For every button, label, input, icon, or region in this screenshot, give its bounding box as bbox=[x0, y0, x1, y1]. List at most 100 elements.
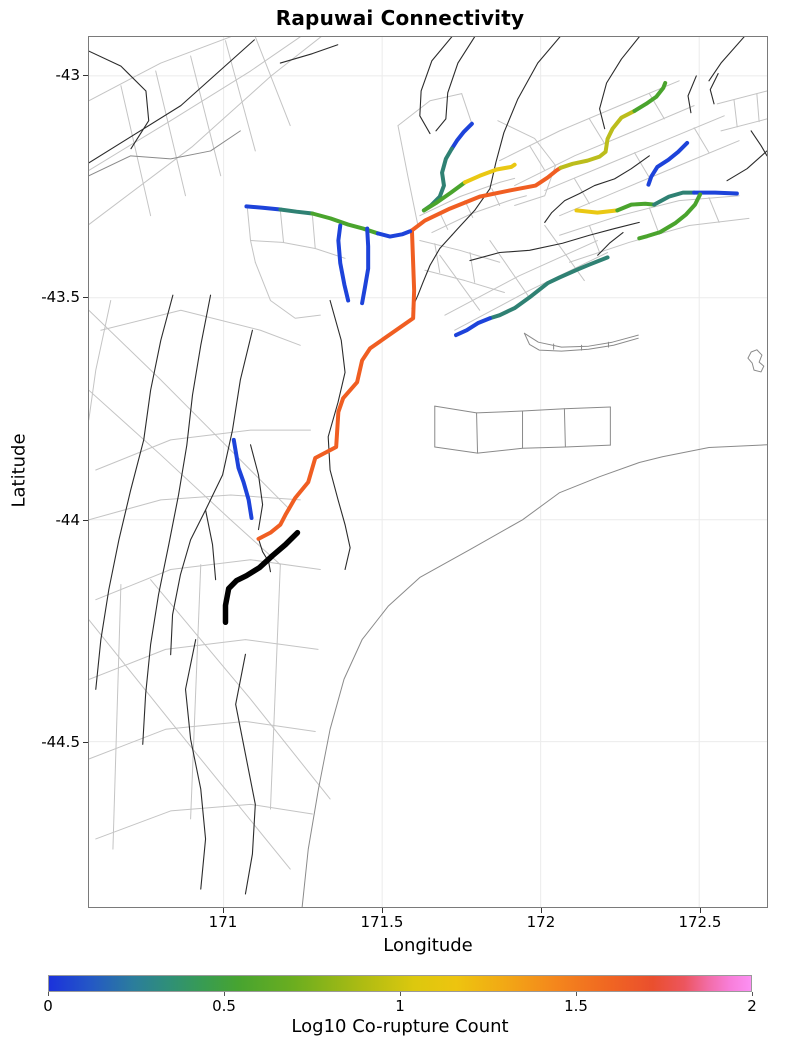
x-tickmark bbox=[222, 908, 224, 913]
basemap-fault-trace bbox=[648, 207, 660, 235]
basemap-fault-trace-dark bbox=[411, 234, 453, 310]
co-rupture-fault-blue-vertical-2 bbox=[360, 226, 371, 306]
x-tick-label: 172.5 bbox=[678, 913, 722, 931]
co-rupture-fault-yellow-right bbox=[574, 208, 620, 215]
x-tickmark bbox=[381, 908, 383, 913]
basemap-fault-trace bbox=[529, 145, 546, 171]
basemap-fault-trace bbox=[150, 579, 331, 800]
co-rupture-fault-olive-northeast bbox=[558, 108, 637, 170]
basemap-fault-trace-dark bbox=[279, 44, 339, 64]
coastline-or-fault-trace bbox=[476, 412, 479, 454]
basemap-fault-trace bbox=[89, 639, 319, 680]
basemap-fault-trace bbox=[588, 224, 601, 254]
coastline-or-fault-trace bbox=[563, 408, 566, 448]
co-rupture-fault-blue-west bbox=[244, 204, 283, 212]
basemap-fault-trace bbox=[95, 559, 321, 601]
colorbar-tickmark bbox=[576, 992, 577, 996]
basemap-fault-trace-dark bbox=[419, 37, 453, 135]
basemap-fault-trace bbox=[89, 389, 281, 566]
basemap-fault-trace bbox=[489, 240, 530, 299]
co-rupture-fault-blue-vertical-1 bbox=[336, 223, 351, 303]
basemap-fault-trace bbox=[89, 37, 301, 171]
x-tick-label: 172 bbox=[526, 913, 556, 931]
basemap-fault-trace bbox=[397, 125, 419, 226]
co-rupture-fault-blue-west-2 bbox=[375, 229, 413, 239]
colorbar-tickmark bbox=[400, 992, 401, 996]
coastline-or-fault-trace bbox=[89, 130, 241, 177]
basemap-fault-trace-dark bbox=[257, 538, 272, 573]
basemap-fault-trace bbox=[95, 429, 311, 471]
chart-title: Rapuwai Connectivity bbox=[275, 6, 525, 30]
basemap-fault-trace bbox=[89, 494, 301, 521]
co-rupture-fault-orange-diagonal bbox=[409, 165, 563, 233]
co-rupture-fault-orange-trunk bbox=[256, 228, 417, 541]
basemap-fault-trace bbox=[311, 213, 316, 250]
co-rupture-fault-teal-right bbox=[652, 190, 697, 207]
y-tick-label: -43 bbox=[55, 65, 81, 84]
y-tickmark bbox=[83, 297, 88, 299]
basemap-fault-trace-dark bbox=[750, 130, 767, 157]
basemap-fault-trace bbox=[112, 584, 122, 850]
basemap-fault-trace bbox=[254, 261, 321, 319]
basemap-fault-trace-dark bbox=[726, 150, 767, 182]
basemap-fault-trace bbox=[491, 188, 501, 207]
y-tickmark bbox=[83, 519, 88, 521]
basemap-fault-trace-dark bbox=[89, 39, 255, 164]
basemap-fault-trace bbox=[559, 195, 740, 236]
map-plot-area bbox=[88, 36, 768, 908]
basemap-fault-trace bbox=[461, 93, 473, 125]
co-rupture-fault-blue-top bbox=[449, 121, 474, 151]
co-rupture-fault-yellow-short bbox=[462, 162, 517, 185]
basemap-fault-trace bbox=[89, 299, 112, 421]
coastline-or-fault-trace bbox=[523, 332, 639, 348]
co-rupture-fault-green-short bbox=[421, 180, 467, 213]
basemap-fault-trace bbox=[89, 37, 232, 102]
basemap-fault-trace bbox=[89, 37, 322, 226]
basemap-fault-trace bbox=[254, 37, 291, 127]
basemap-fault-trace bbox=[708, 197, 720, 223]
basemap-fault-trace-dark bbox=[597, 232, 624, 256]
colorbar-tickmark bbox=[752, 992, 753, 996]
basemap-fault-trace bbox=[120, 85, 152, 217]
basemap-fault-trace bbox=[633, 152, 650, 179]
colorbar-label: Log10 Co-rupture Count bbox=[291, 1016, 509, 1037]
basemap-fault-trace bbox=[190, 564, 202, 820]
y-tickmark bbox=[83, 742, 88, 744]
x-axis-label: Longitude bbox=[383, 935, 473, 956]
basemap-fault-trace-dark bbox=[205, 509, 217, 581]
basemap-fault-trace-dark bbox=[95, 294, 174, 690]
basemap-fault-trace-dark bbox=[451, 37, 561, 236]
basemap-fault-trace-dark bbox=[469, 221, 640, 262]
co-rupture-fault-teal-southeast bbox=[487, 255, 610, 321]
colorbar-tick-label: 0 bbox=[43, 997, 53, 1015]
basemap-fault-trace-dark bbox=[249, 444, 264, 531]
co-rupture-fault-teal-west bbox=[278, 207, 315, 216]
basemap-fault-trace bbox=[424, 269, 505, 294]
basemap-fault-trace-dark bbox=[235, 653, 256, 895]
basemap-fault-trace-dark bbox=[327, 299, 351, 571]
co-rupture-fault-blue-s-curve bbox=[646, 140, 690, 187]
basemap-fault-trace bbox=[431, 195, 527, 234]
co-rupture-fault-blue-right bbox=[692, 190, 739, 196]
basemap-fault-trace bbox=[439, 212, 449, 230]
basemap-fault-trace bbox=[720, 118, 767, 132]
coastline-or-fault-trace bbox=[301, 444, 767, 907]
y-axis-label: Latitude bbox=[8, 433, 30, 508]
basemap-fault-trace bbox=[250, 240, 346, 259]
coastline-or-fault-trace bbox=[523, 332, 639, 352]
basemap-fault-trace-dark bbox=[544, 155, 650, 223]
basemap-fault-trace bbox=[100, 309, 301, 346]
basemap-fault-trace bbox=[419, 177, 516, 217]
y-tickmark bbox=[83, 74, 88, 76]
colorbar-tick-label: 1 bbox=[395, 997, 405, 1015]
basemap-fault-trace bbox=[499, 80, 680, 162]
basemap-fault-trace-dark bbox=[599, 37, 640, 130]
colorbar-gradient bbox=[48, 975, 752, 992]
colorbar-tickmark bbox=[224, 992, 225, 996]
basemap-fault-trace bbox=[155, 70, 187, 197]
basemap-fault-trace bbox=[693, 127, 710, 154]
x-tick-label: 171.5 bbox=[360, 913, 404, 931]
basemap-fault-trace bbox=[89, 720, 316, 760]
basemap-fault-trace-dark bbox=[89, 50, 150, 150]
basemap-fault-trace bbox=[454, 252, 609, 331]
